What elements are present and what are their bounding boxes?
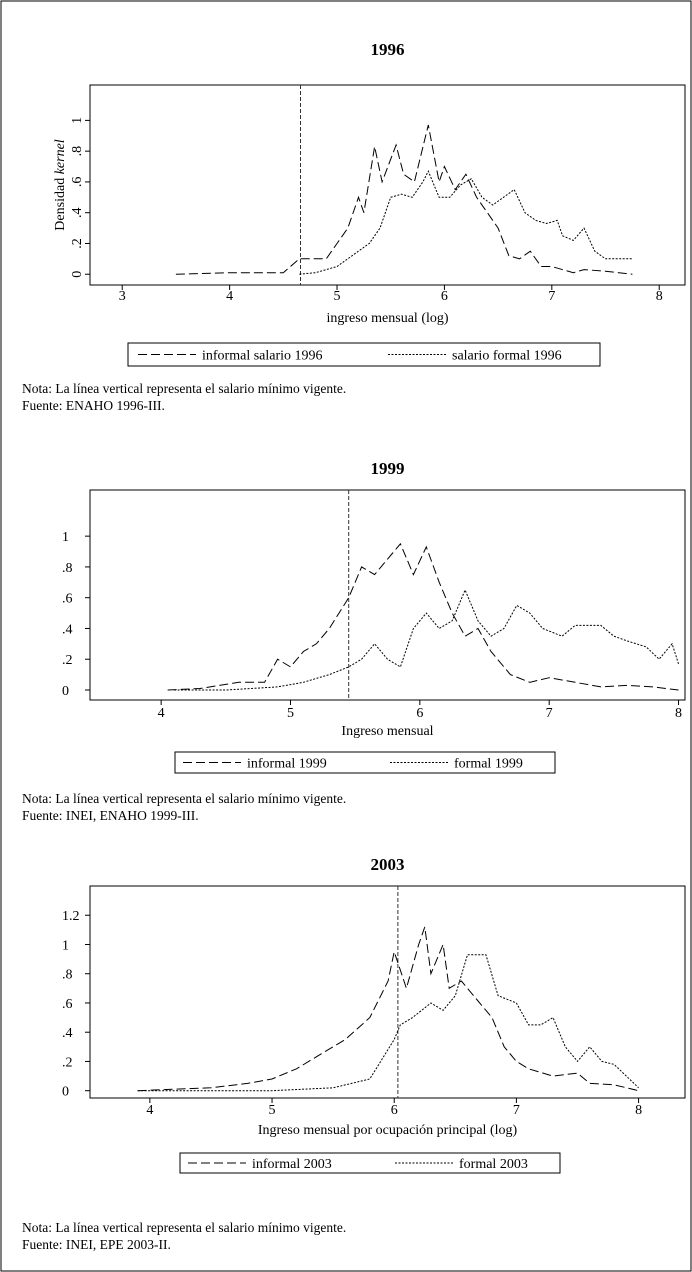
x-tick-label: 4: [146, 1103, 153, 1118]
y-tick-label: .8: [62, 561, 73, 576]
note: Fuente: INEI, ENAHO 1999-III.: [22, 808, 199, 823]
x-tick-label: 8: [635, 1103, 642, 1118]
x-tick-label: 3: [119, 289, 126, 304]
chart-title: 1999: [371, 459, 405, 478]
y-tick-label: .6: [70, 177, 85, 188]
plot-frame: [89, 489, 686, 701]
y-tick-label: .2: [70, 238, 85, 249]
x-tick-label: 7: [513, 1103, 520, 1118]
y-tick-label: .4: [62, 622, 73, 637]
plot-frame: [89, 885, 686, 1099]
y-tick-label: 0: [70, 271, 85, 278]
legend-label: salario formal 1996: [452, 349, 562, 364]
y-tick-label: .4: [70, 207, 85, 218]
legend-box: [179, 1152, 561, 1174]
x-tick-label: 8: [675, 706, 682, 721]
y-tick-label: 1.2: [62, 909, 80, 924]
density-line: [167, 542, 679, 691]
y-tick-label: 0: [62, 684, 69, 699]
y-axis-label-text: Densidad: [53, 178, 68, 231]
density-line: [175, 124, 633, 275]
y-axis-label: Densidad kernel: [53, 139, 68, 230]
legend-label: informal 2003: [252, 1157, 332, 1172]
chart-title: 2003: [371, 855, 405, 874]
legend-box: [174, 751, 556, 774]
x-tick-label: 6: [441, 289, 448, 304]
y-tick-label: 1: [62, 938, 69, 953]
legend-label: informal 1999: [247, 757, 327, 772]
note: Nota: La línea vertical representa el sa…: [22, 791, 346, 806]
density-line: [299, 170, 633, 275]
x-tick-label: 4: [226, 289, 233, 304]
plot-frame: [89, 84, 686, 286]
chart-title: 1996: [371, 40, 405, 59]
y-tick-label: .2: [62, 1055, 73, 1070]
x-tick-label: 8: [656, 289, 663, 304]
x-tick-label: 7: [546, 706, 553, 721]
x-tick-label: 5: [334, 289, 341, 304]
x-tick-label: 6: [391, 1103, 398, 1118]
x-tick-label: 6: [416, 706, 423, 721]
density-line: [174, 588, 679, 691]
density-line: [137, 954, 639, 1092]
y-tick-label: .6: [62, 997, 73, 1012]
note: Fuente: ENAHO 1996-III.: [22, 398, 165, 413]
y-tick-label: 0: [62, 1085, 69, 1100]
y-tick-label: 1: [62, 530, 69, 545]
y-tick-label: .8: [62, 968, 73, 983]
x-tick-label: 5: [269, 1103, 276, 1118]
note: Nota: La línea vertical representa el sa…: [22, 381, 346, 396]
x-tick-label: 7: [548, 289, 555, 304]
legend-box: [127, 342, 601, 367]
note: Fuente: INEI, EPE 2003-II.: [22, 1237, 171, 1252]
y-tick-label: .2: [62, 653, 73, 668]
x-tick-label: 4: [158, 706, 165, 721]
y-tick-label: .6: [62, 592, 73, 607]
legend-label: formal 2003: [459, 1157, 528, 1172]
x-axis-label: Ingreso mensual: [341, 724, 433, 739]
legend-label: formal 1999: [454, 757, 523, 772]
x-tick-label: 5: [287, 706, 294, 721]
density-line: [137, 926, 639, 1092]
y-tick-label: .8: [70, 146, 85, 157]
y-tick-label: .4: [62, 1026, 73, 1041]
legend-label: informal salario 1996: [202, 349, 323, 364]
note: Nota: La línea vertical representa el sa…: [22, 1220, 346, 1235]
y-tick-label: 1: [70, 117, 85, 124]
x-axis-label: Ingreso mensual por ocupación principal …: [258, 1123, 518, 1138]
x-axis-label: ingreso mensual (log): [326, 311, 448, 326]
y-axis-label-italic: kernel: [53, 139, 68, 174]
